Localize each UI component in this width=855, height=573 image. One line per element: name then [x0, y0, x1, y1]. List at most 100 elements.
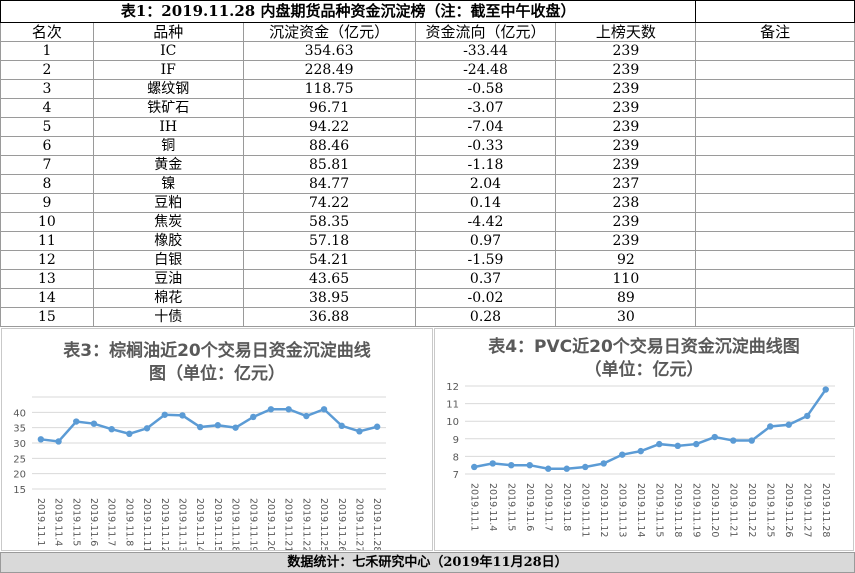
pvc-x-tick-label: 2019.11.1 — [468, 483, 479, 531]
cell-name: 橡胶 — [92, 231, 244, 251]
pvc-data-point — [600, 460, 607, 467]
palm-data-point — [108, 426, 115, 433]
table-row: 13 豆油 43.65 0.37 110 — [0, 269, 855, 289]
cell-days: 238 — [555, 193, 697, 213]
palm-y-tick-label: 30 — [13, 439, 26, 450]
header-rank: 名次 — [0, 22, 94, 42]
cell-note — [695, 98, 855, 118]
cell-rank: 4 — [0, 98, 94, 118]
pvc-data-point — [471, 463, 478, 471]
pvc-chart: 表4：PVC近20个交易日资金沉淀曲线图 （单位：亿元） 7 8 9 10 11 12 20… — [434, 328, 854, 551]
pvc-x-tick-label: 2019.11.18 — [672, 483, 683, 537]
cell-flow: -4.42 — [414, 212, 557, 232]
cell-capital: 85.81 — [242, 155, 416, 175]
pvc-x-tick-label: 2019.11.14 — [635, 483, 646, 537]
pvc-x-tick-label: 2019.11.21 — [727, 483, 738, 537]
cell-rank: 3 — [0, 79, 94, 99]
pvc-x-tick-label: 2019.11.12 — [598, 483, 609, 537]
palm-y-tick-label: 35 — [13, 424, 26, 435]
pvc-data-point — [637, 447, 644, 455]
palm-x-tick-label: 2019.11.8 — [123, 498, 134, 546]
pvc-y-tick-label: 8 — [453, 452, 459, 463]
palm-data-point — [196, 423, 204, 431]
cell-name: 铁矿石 — [92, 98, 244, 118]
cell-days: 237 — [555, 174, 697, 194]
table-row: 3 螺纹钢 118.75 -0.58 239 — [0, 79, 855, 99]
data-source-footer: 数据统计：七禾研究中心（2019年11月28日） — [0, 552, 855, 573]
pvc-data-point — [767, 423, 774, 430]
palm-data-point — [179, 412, 186, 419]
palm-oil-chart-title-line1: 表3：棕榈油近20个交易日资金沉淀曲线 — [63, 341, 371, 361]
cell-days: 30 — [555, 307, 697, 327]
cell-flow: -1.18 — [414, 155, 557, 175]
cell-capital: 94.22 — [242, 117, 416, 137]
pvc-x-tick-label: 2019.11.22 — [746, 483, 757, 537]
cell-note — [695, 250, 855, 270]
pvc-y-tick-label: 12 — [446, 382, 459, 393]
cell-name: 镍 — [92, 174, 244, 194]
cell-note — [695, 212, 855, 232]
palm-data-point — [55, 438, 62, 445]
cell-capital: 228.49 — [242, 60, 416, 80]
palm-x-tick-label: 2019.11.14 — [194, 498, 205, 550]
cell-name: 豆粕 — [92, 193, 244, 213]
table-row: 10 焦炭 58.35 -4.42 239 — [0, 212, 855, 232]
pvc-x-tick-label: 2019.11.7 — [542, 483, 553, 531]
cell-rank: 5 — [0, 117, 94, 137]
cell-days: 239 — [555, 136, 697, 156]
pvc-y-tick-label: 11 — [446, 400, 459, 411]
palm-data-point — [320, 406, 328, 413]
cell-days: 239 — [555, 60, 697, 80]
cell-name: 十债 — [92, 307, 244, 327]
capital-ranking-table: 表1：2019.11.28 内盘期货品种资金沉淀榜（注：截至中午收盘） 名次 品… — [0, 0, 855, 327]
cell-capital: 43.65 — [242, 269, 416, 289]
palm-x-tick-label: 2019.11.13 — [176, 498, 187, 550]
palm-x-tick-label: 2019.11.1 — [35, 498, 46, 546]
cell-note — [695, 79, 855, 99]
table-row: 15 十债 36.88 0.28 30 — [0, 307, 855, 327]
pvc-x-tick-label: 2019.11.8 — [561, 483, 572, 531]
pvc-data-point — [785, 421, 792, 428]
palm-x-tick-label: 2019.11.5 — [70, 498, 81, 546]
table-row: 12 白银 54.21 -1.59 92 — [0, 250, 855, 270]
header-flow: 资金流向（亿元） — [414, 22, 557, 42]
cell-capital: 96.71 — [242, 98, 416, 118]
cell-name: 棉花 — [92, 288, 244, 308]
header-name: 品种 — [92, 22, 244, 42]
palm-x-tick-label: 2019.11.21 — [283, 498, 294, 550]
cell-days: 89 — [555, 288, 697, 308]
cell-name: 白银 — [92, 250, 244, 270]
pvc-data-point — [674, 442, 681, 450]
cell-note — [695, 288, 855, 308]
cell-flow: -1.59 — [414, 250, 557, 270]
palm-data-point — [373, 423, 381, 430]
pvc-x-tick-label: 2019.11.28 — [820, 483, 831, 537]
cell-flow: 0.14 — [414, 193, 557, 213]
pvc-x-tick-label: 2019.11.26 — [783, 483, 794, 537]
cell-flow: 0.37 — [414, 269, 557, 289]
pvc-data-point — [489, 460, 496, 467]
cell-flow: -33.44 — [414, 41, 557, 61]
palm-y-tick-label: 40 — [13, 408, 26, 419]
palm-oil-line-chart: 15 20 25 30 35 40 2019.11.1 2019.11.4 2019.11.5 2… — [13, 396, 386, 550]
cell-flow: -0.02 — [414, 288, 557, 308]
cell-flow: -24.48 — [414, 60, 557, 80]
cell-note — [695, 269, 855, 289]
palm-x-tick-label: 2019.11.20 — [265, 498, 276, 550]
cell-days: 110 — [555, 269, 697, 289]
cell-flow: -0.58 — [414, 79, 557, 99]
palm-y-tick-label: 25 — [13, 454, 26, 465]
pvc-x-tick-label: 2019.11.6 — [524, 483, 535, 531]
cell-capital: 58.35 — [242, 212, 416, 232]
cell-days: 239 — [555, 212, 697, 232]
palm-x-tick-label: 2019.11.19 — [247, 498, 258, 550]
palm-x-tick-label: 2019.11.4 — [53, 498, 64, 546]
cell-rank: 11 — [0, 231, 94, 251]
pvc-data-point — [822, 386, 829, 393]
pvc-data-point — [804, 412, 811, 420]
palm-x-tick-label: 2019.11.25 — [318, 498, 329, 550]
cell-flow: 0.28 — [414, 307, 557, 327]
table-row: 4 铁矿石 96.71 -3.07 239 — [0, 98, 855, 118]
palm-oil-chart: 表3：棕榈油近20个交易日资金沉淀曲线 图（单位：亿元） 15 20 25 30 35 4… — [1, 328, 433, 551]
pvc-x-tick-label: 2019.11.13 — [616, 483, 627, 537]
